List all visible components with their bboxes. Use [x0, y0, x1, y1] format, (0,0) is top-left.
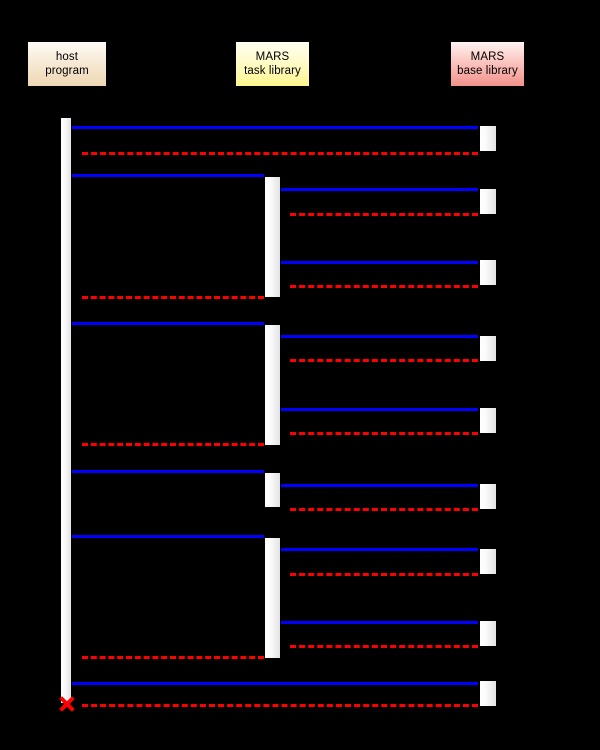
call-task-to-base-3 [281, 335, 478, 338]
return-base-to-task-4 [290, 432, 478, 435]
call-host-to-base-1 [72, 126, 478, 129]
base-activation-2 [479, 188, 497, 215]
call-host-to-task-3 [72, 470, 264, 473]
participant-box-host: host program [27, 41, 107, 87]
participant-box-task: MARS task library [235, 41, 310, 87]
return-base-to-task-6 [290, 573, 478, 576]
return-task-to-host-2 [82, 443, 264, 446]
call-task-to-base-5 [281, 484, 478, 487]
task-activation-3 [264, 472, 281, 508]
call-task-to-base-2 [281, 261, 478, 264]
base-activation-4 [479, 335, 497, 362]
call-task-to-base-1 [281, 188, 478, 191]
call-task-to-base-7 [281, 621, 478, 624]
base-activation-9 [479, 680, 497, 707]
base-activation-1 [479, 125, 497, 152]
call-host-to-task-2 [72, 322, 264, 325]
base-activation-8 [479, 620, 497, 647]
call-task-to-base-4 [281, 408, 478, 411]
return-base-to-host-1 [82, 152, 478, 155]
base-activation-6 [479, 483, 497, 510]
call-task-to-base-6 [281, 548, 478, 551]
host-activation [60, 117, 72, 704]
return-base-to-task-3 [290, 359, 478, 362]
participant-box-base: MARS base library [450, 41, 525, 87]
task-activation-2 [264, 324, 281, 446]
task-activation-1 [264, 176, 281, 298]
base-activation-5 [479, 407, 497, 434]
call-host-to-base-2 [72, 682, 478, 685]
call-host-to-task-1 [72, 174, 264, 177]
call-host-to-task-4 [72, 535, 264, 538]
return-base-to-host-2 [82, 704, 478, 707]
return-base-to-task-5 [290, 508, 478, 511]
return-base-to-task-1 [290, 213, 478, 216]
return-base-to-task-2 [290, 285, 478, 288]
task-activation-4 [264, 537, 281, 659]
base-activation-7 [479, 548, 497, 575]
return-task-to-host-1 [82, 296, 264, 299]
base-activation-3 [479, 259, 497, 286]
host-destruction-marker [58, 695, 76, 713]
return-base-to-task-7 [290, 645, 478, 648]
return-task-to-host-3 [82, 656, 264, 659]
